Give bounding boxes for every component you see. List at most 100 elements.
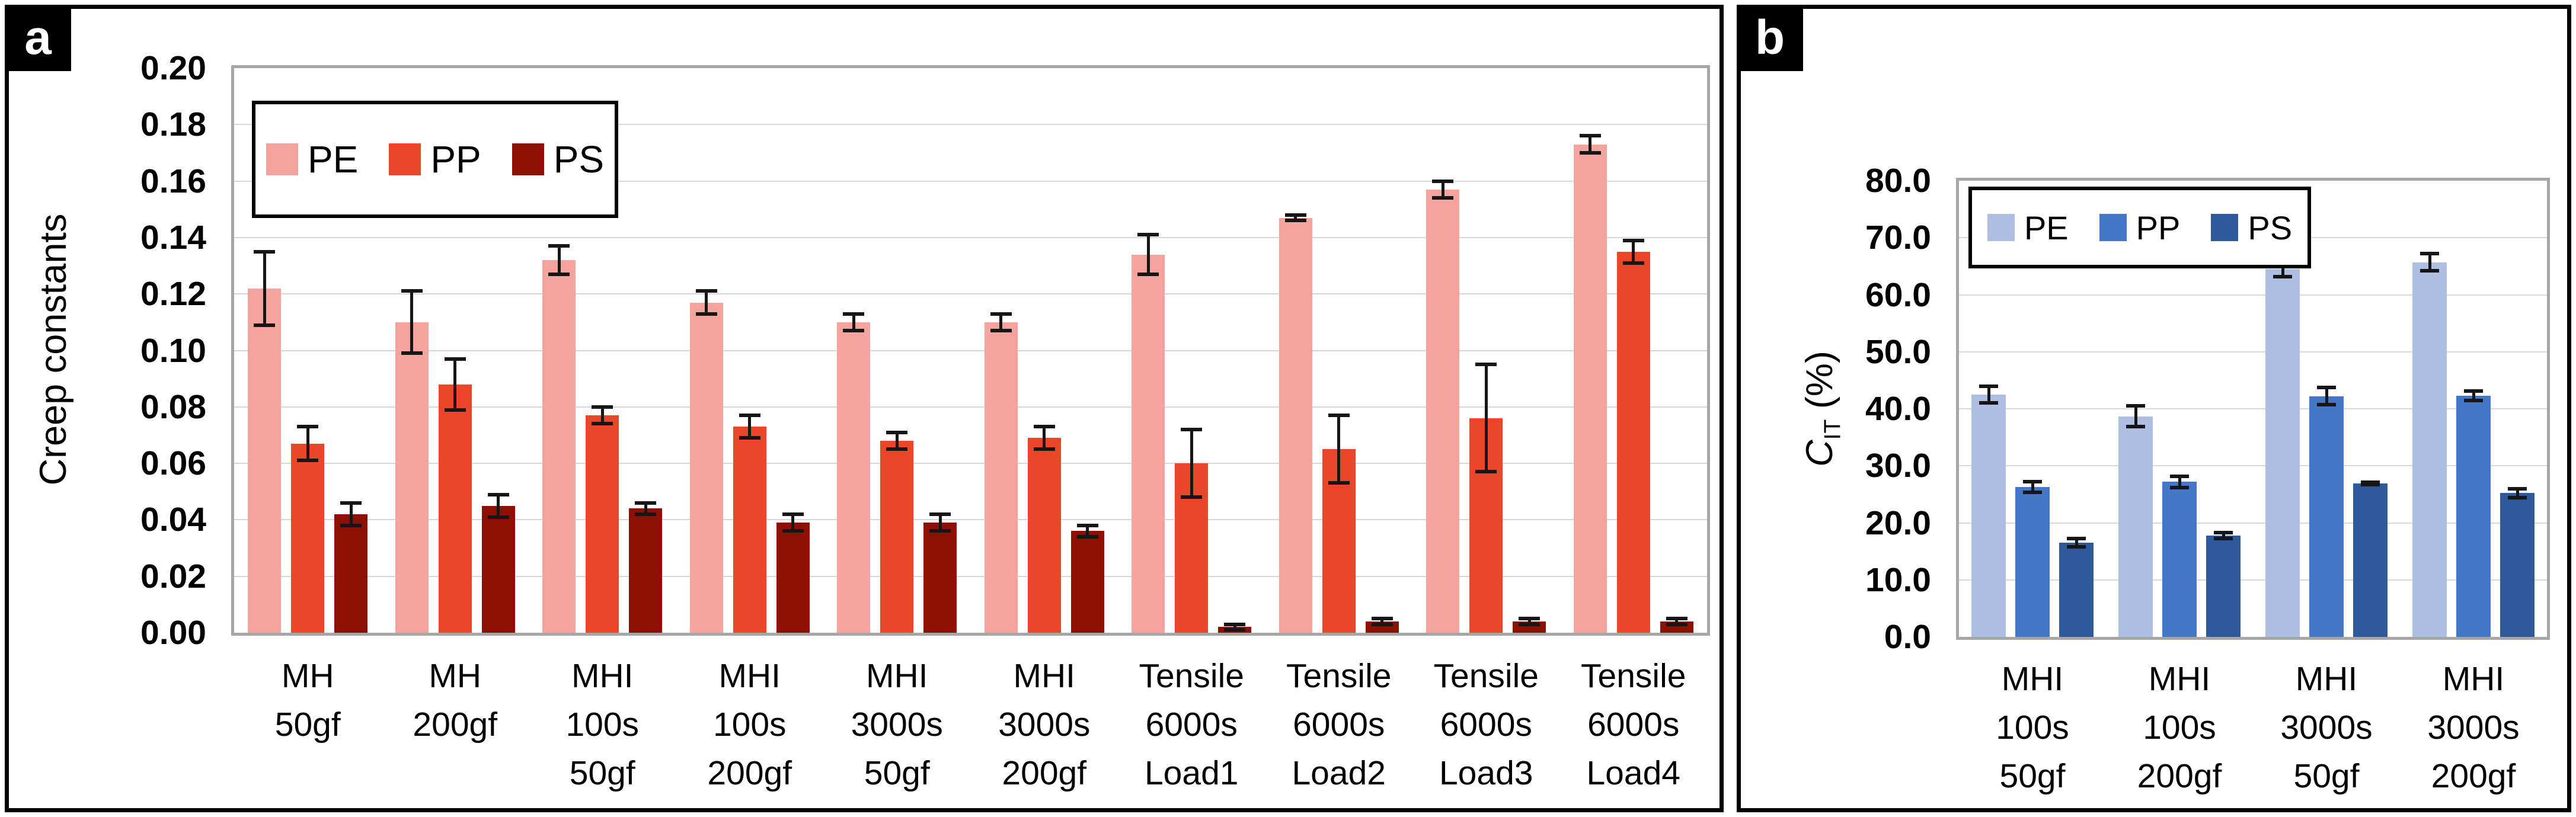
error-bar-cap bbox=[2214, 536, 2233, 540]
error-bar bbox=[2516, 488, 2519, 498]
x-category-label-line: MHI bbox=[718, 657, 781, 695]
y-tick-label: 0.12 bbox=[140, 275, 206, 313]
error-bar-cap bbox=[1181, 495, 1203, 499]
x-category-label-line: Tensile bbox=[1581, 657, 1686, 695]
gridline bbox=[234, 575, 1707, 577]
gridline bbox=[234, 519, 1707, 521]
x-category-label-line: 50gf bbox=[2293, 757, 2360, 795]
error-bar bbox=[1086, 525, 1089, 537]
bar-pp bbox=[733, 427, 766, 633]
error-bar-cap bbox=[1076, 523, 1098, 527]
error-bar bbox=[1146, 235, 1150, 274]
bar-pp bbox=[2162, 482, 2197, 637]
error-bar bbox=[644, 502, 647, 514]
bar-ps bbox=[2500, 493, 2535, 637]
error-bar-cap bbox=[1979, 384, 1998, 388]
legend-label: PP bbox=[430, 138, 481, 181]
x-category-label: MHI 100s 200gf bbox=[676, 652, 824, 797]
error-bar-cap bbox=[401, 351, 423, 355]
error-bar-cap bbox=[2214, 530, 2233, 534]
x-category-label-line: MH bbox=[281, 657, 334, 695]
error-bar bbox=[1043, 427, 1046, 450]
y-tick-label: 60.0 bbox=[1865, 275, 1931, 314]
error-bar-cap bbox=[548, 244, 570, 248]
y-tick-label: 20.0 bbox=[1865, 504, 1931, 542]
bar-pe bbox=[837, 322, 871, 633]
error-bar-cap bbox=[2464, 389, 2483, 393]
error-bar-cap bbox=[2508, 496, 2527, 500]
error-bar-cap bbox=[1224, 628, 1246, 632]
bar-pp bbox=[880, 440, 914, 633]
error-bar bbox=[852, 313, 855, 331]
error-bar-cap bbox=[487, 515, 509, 519]
x-category-label-line: 200gf bbox=[2137, 757, 2222, 795]
bar-ps bbox=[2059, 543, 2094, 637]
error-bar-cap bbox=[1137, 233, 1159, 237]
error-bar bbox=[705, 291, 708, 314]
error-bar-cap bbox=[739, 436, 760, 440]
error-bar bbox=[497, 494, 500, 517]
error-bar bbox=[1632, 240, 1635, 263]
bar-ps bbox=[334, 514, 368, 633]
legend-label: PS bbox=[2248, 209, 2293, 246]
error-bar bbox=[1294, 214, 1297, 221]
error-bar-cap bbox=[2361, 480, 2380, 485]
x-category-label-line: 3000s bbox=[2427, 709, 2520, 746]
x-category-label-line: 6000s bbox=[1440, 706, 1532, 744]
error-bar-cap bbox=[2361, 483, 2380, 487]
error-bar-cap bbox=[297, 425, 319, 429]
x-category-label-line: MHI bbox=[1013, 657, 1075, 695]
y-tick-label: 40.0 bbox=[1865, 390, 1931, 428]
error-bar-cap bbox=[340, 523, 362, 527]
x-category-label-line: 50gf bbox=[1999, 757, 2066, 795]
legend-item-pe: PE bbox=[1987, 209, 2069, 247]
bar-pe bbox=[2118, 416, 2153, 637]
error-bar-cap bbox=[2023, 480, 2042, 484]
x-category-label: MHI 3000s 50gf bbox=[2253, 655, 2400, 800]
error-bar-cap bbox=[2126, 424, 2145, 428]
x-category-label: MHI 3000s 200gf bbox=[2400, 655, 2547, 800]
bar-pe bbox=[984, 322, 1018, 633]
error-bar-cap bbox=[1371, 622, 1393, 626]
y-tick-label: 10.0 bbox=[1865, 560, 1931, 599]
error-bar bbox=[2428, 254, 2431, 271]
error-bar bbox=[600, 406, 604, 424]
legend-item-pp: PP bbox=[2099, 209, 2180, 247]
x-category-label-line: 200gf bbox=[413, 706, 498, 744]
error-bar bbox=[748, 415, 752, 438]
legend-label: PE bbox=[2024, 209, 2069, 246]
error-bar-cap bbox=[1432, 179, 1454, 183]
y-tick-label: 0.20 bbox=[140, 49, 206, 87]
error-bar-cap bbox=[1979, 401, 1998, 405]
x-category-label-line: 3000s bbox=[2280, 709, 2373, 746]
x-category-label: MHI 100s 50gf bbox=[1959, 655, 2106, 800]
x-category-label-line: 6000s bbox=[1145, 706, 1238, 744]
error-bar-cap bbox=[2508, 486, 2527, 491]
error-bar-cap bbox=[1328, 481, 1350, 485]
x-category-label: Tensile 6000s Load2 bbox=[1265, 652, 1413, 797]
bar-ps bbox=[481, 505, 515, 633]
error-bar bbox=[1190, 429, 1193, 498]
x-category-label-line: 100s bbox=[2143, 709, 2216, 746]
error-bar-cap bbox=[592, 422, 613, 426]
error-bar bbox=[1675, 619, 1679, 624]
error-bar-cap bbox=[2170, 485, 2189, 489]
error-bar-cap bbox=[1328, 414, 1350, 418]
error-bar bbox=[791, 514, 795, 531]
x-category-label-line: 200gf bbox=[2431, 757, 2516, 795]
panel-b-y-axis-title: CIT (%) bbox=[1793, 231, 1846, 587]
error-bar-cap bbox=[487, 492, 509, 496]
error-bar bbox=[263, 251, 266, 325]
error-bar-cap bbox=[2273, 274, 2292, 278]
legend: PE PP PS bbox=[1968, 187, 2311, 268]
error-bar bbox=[410, 291, 414, 354]
panel-a-badge: a bbox=[5, 5, 71, 71]
error-bar-cap bbox=[843, 329, 865, 333]
y-tick-label: 0.18 bbox=[140, 105, 206, 144]
bar-pe bbox=[248, 288, 282, 633]
error-bar bbox=[2325, 387, 2328, 405]
x-category-label-line: MHI bbox=[2148, 660, 2211, 698]
error-bar-cap bbox=[1033, 425, 1055, 429]
error-bar-cap bbox=[1475, 363, 1497, 367]
panel-b-badge: b bbox=[1737, 5, 1803, 71]
